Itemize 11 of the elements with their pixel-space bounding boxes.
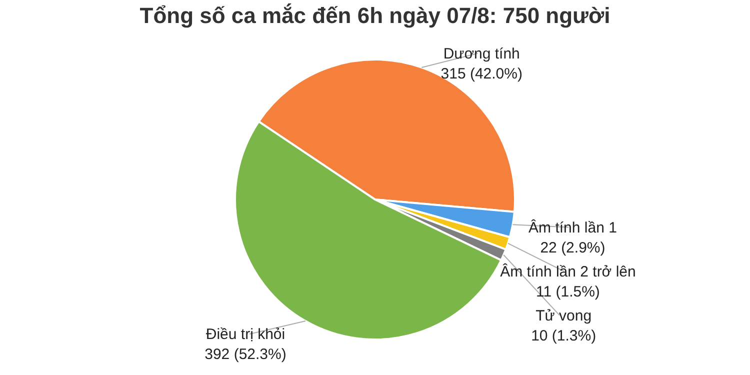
slice-label: Âm tính lần 2 trở lên <box>500 262 636 280</box>
chart-title: Tổng số ca mắc đến 6h ngày 07/8: 750 người <box>140 3 610 28</box>
slice-label: Âm tính lần 1 <box>528 218 617 236</box>
slice-label: Tử vong <box>536 307 592 324</box>
data-label: 11 (1.5%) <box>536 283 600 300</box>
data-label: 315 (42.0%) <box>440 65 522 82</box>
slice-label: Dương tính <box>443 45 520 62</box>
data-label: 10 (1.3%) <box>531 327 596 344</box>
slice-label: Điều trị khỏi <box>206 326 286 344</box>
data-label: 22 (2.9%) <box>540 239 606 256</box>
data-label: 392 (52.3%) <box>204 346 286 364</box>
